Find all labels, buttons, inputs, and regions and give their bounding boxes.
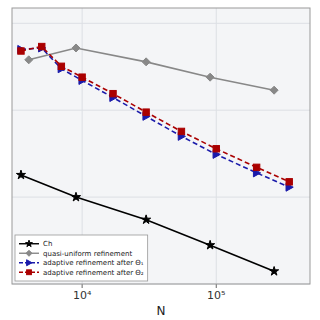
series — [25, 44, 278, 94]
series — [18, 43, 293, 185]
plot-frame — [12, 8, 310, 284]
y-grid-line — [12, 23, 310, 24]
legend-marker — [26, 250, 32, 256]
point — [79, 74, 85, 80]
legend-marker — [26, 240, 33, 247]
y-grid-line — [12, 110, 310, 111]
legend-label: adaptive refinement after Θ₁ — [43, 259, 144, 267]
legend-label: quasi-uniform refinement — [43, 250, 132, 258]
y-grid-line — [12, 197, 310, 198]
legend-marker — [27, 260, 32, 266]
legend-marker — [27, 270, 32, 275]
point — [39, 44, 46, 52]
point — [206, 73, 214, 81]
point — [178, 128, 184, 134]
point — [16, 170, 25, 179]
point — [270, 86, 278, 94]
point — [142, 215, 151, 224]
point — [270, 267, 279, 276]
plot-area — [12, 8, 310, 284]
x-tick — [216, 284, 217, 288]
legend-label: adaptive refinement after Θ₂ — [43, 269, 144, 277]
x-axis-label: N — [157, 304, 166, 318]
point — [71, 192, 80, 201]
x-tick-label: 10⁵ — [207, 289, 225, 302]
series — [18, 44, 293, 191]
legend-box — [15, 235, 148, 281]
x-tick-label: 10⁴ — [73, 289, 92, 302]
point — [206, 240, 215, 249]
series-line — [21, 47, 289, 182]
point — [18, 48, 24, 54]
legend: Chquasi-uniform refinementadaptive refin… — [15, 235, 148, 281]
point — [18, 45, 25, 53]
point — [143, 109, 149, 115]
point — [25, 56, 33, 64]
point — [110, 90, 116, 96]
grid — [12, 8, 310, 284]
x-tick — [82, 284, 83, 288]
point — [58, 63, 64, 69]
point — [253, 164, 259, 170]
legend-label: Ch — [43, 240, 52, 248]
point — [286, 179, 292, 185]
series-line — [29, 48, 274, 90]
point — [142, 58, 150, 66]
point — [72, 44, 80, 52]
point — [39, 43, 45, 49]
point — [213, 146, 219, 152]
chart: 10⁴10⁵NChquasi-uniform refinementadaptiv… — [0, 0, 320, 320]
